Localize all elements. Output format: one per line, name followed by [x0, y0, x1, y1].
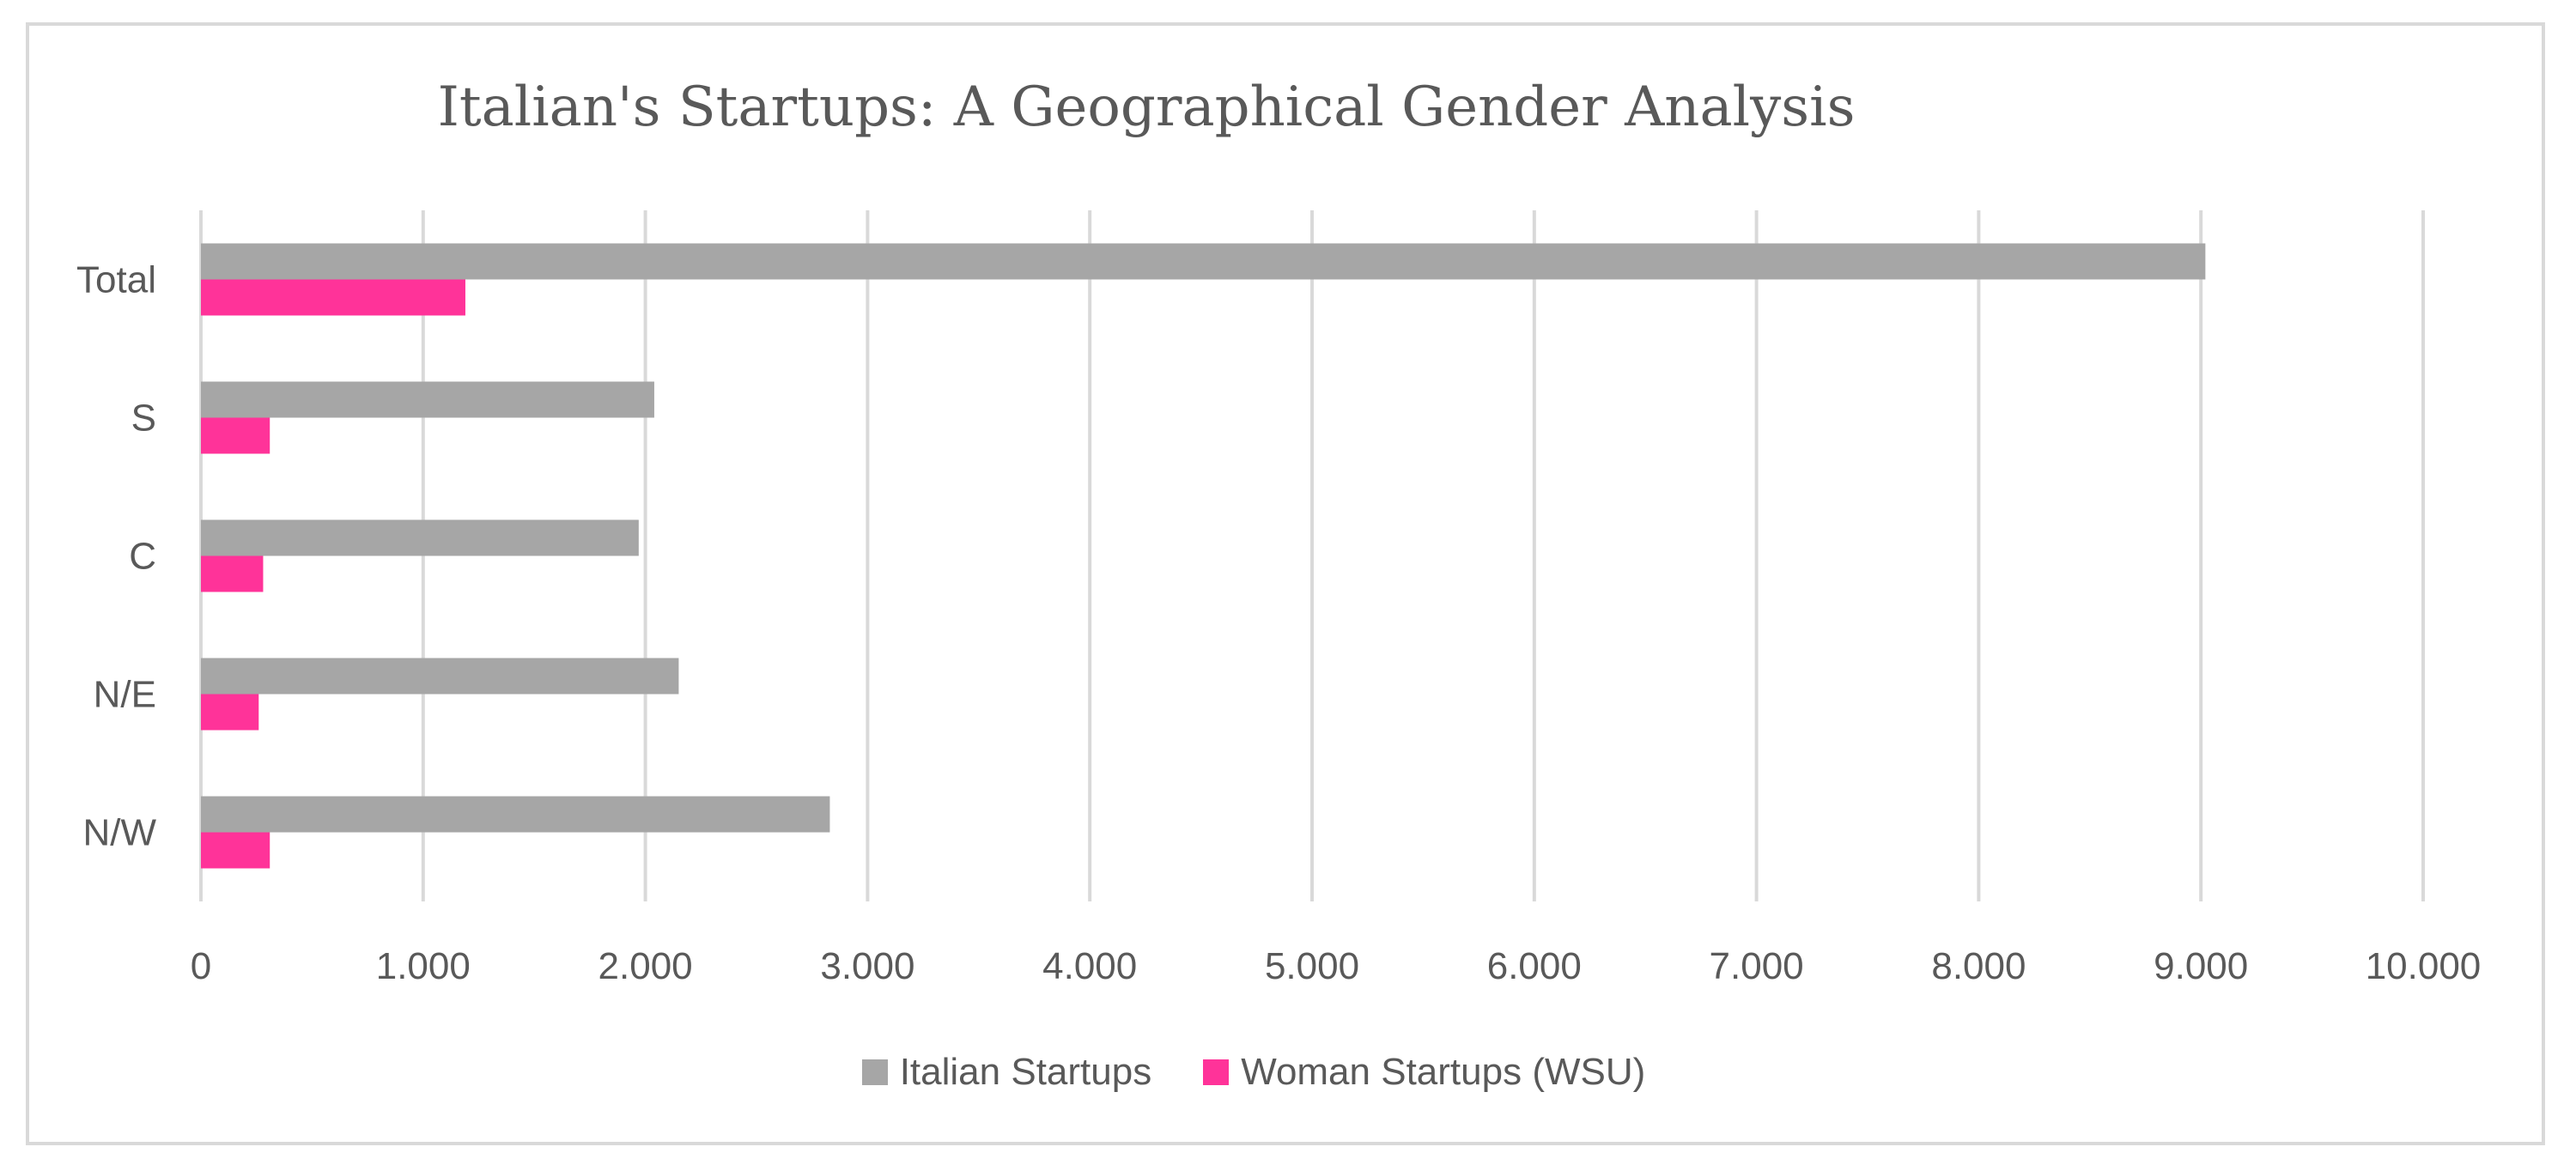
chart-frame [26, 22, 2545, 1145]
bar-italian-startups [201, 381, 654, 418]
bar-italian-startups [201, 519, 639, 556]
bar-italian-startups [201, 243, 2206, 280]
x-tick-label: 3.000 [820, 945, 914, 987]
y-category-label: C [129, 536, 156, 578]
y-category-label: N/E [94, 674, 156, 716]
y-category-label: N/W [82, 812, 156, 854]
bar-woman-startups [201, 832, 270, 869]
bar-italian-startups [201, 796, 830, 833]
bar-woman-startups [201, 417, 270, 454]
x-tick-label: 4.000 [1042, 945, 1137, 987]
x-tick-label: 7.000 [1710, 945, 1804, 987]
x-tick-label: 9.000 [2154, 945, 2248, 987]
legend-swatch-italian-startups [861, 1059, 888, 1085]
bar-italian-startups [201, 658, 679, 695]
x-tick-label: 8.000 [1931, 945, 2026, 987]
bar-woman-startups [201, 555, 264, 592]
legend-swatch-woman-startups [1203, 1059, 1230, 1085]
legend-item-italian-startups: Italian Startups [861, 1051, 1152, 1094]
chart-legend: Italian Startups Woman Startups (WSU) [0, 1051, 2507, 1094]
bar-woman-startups [201, 694, 259, 731]
x-tick-label: 10.000 [2366, 945, 2482, 987]
y-category-label: S [131, 397, 156, 440]
legend-label-woman-startups: Woman Startups (WSU) [1241, 1051, 1646, 1093]
x-tick-label: 6.000 [1487, 945, 1582, 987]
x-tick-label: 2.000 [598, 945, 693, 987]
x-tick-label: 0 [191, 945, 211, 987]
legend-item-woman-startups: Woman Startups (WSU) [1203, 1051, 1645, 1094]
bar-woman-startups [201, 279, 465, 316]
x-tick-label: 1.000 [376, 945, 471, 987]
legend-label-italian-startups: Italian Startups [899, 1051, 1152, 1093]
y-category-label: Total [76, 259, 156, 301]
x-tick-label: 5.000 [1265, 945, 1359, 987]
chart-title: Italian's Startups: A Geographical Gende… [437, 76, 1856, 139]
